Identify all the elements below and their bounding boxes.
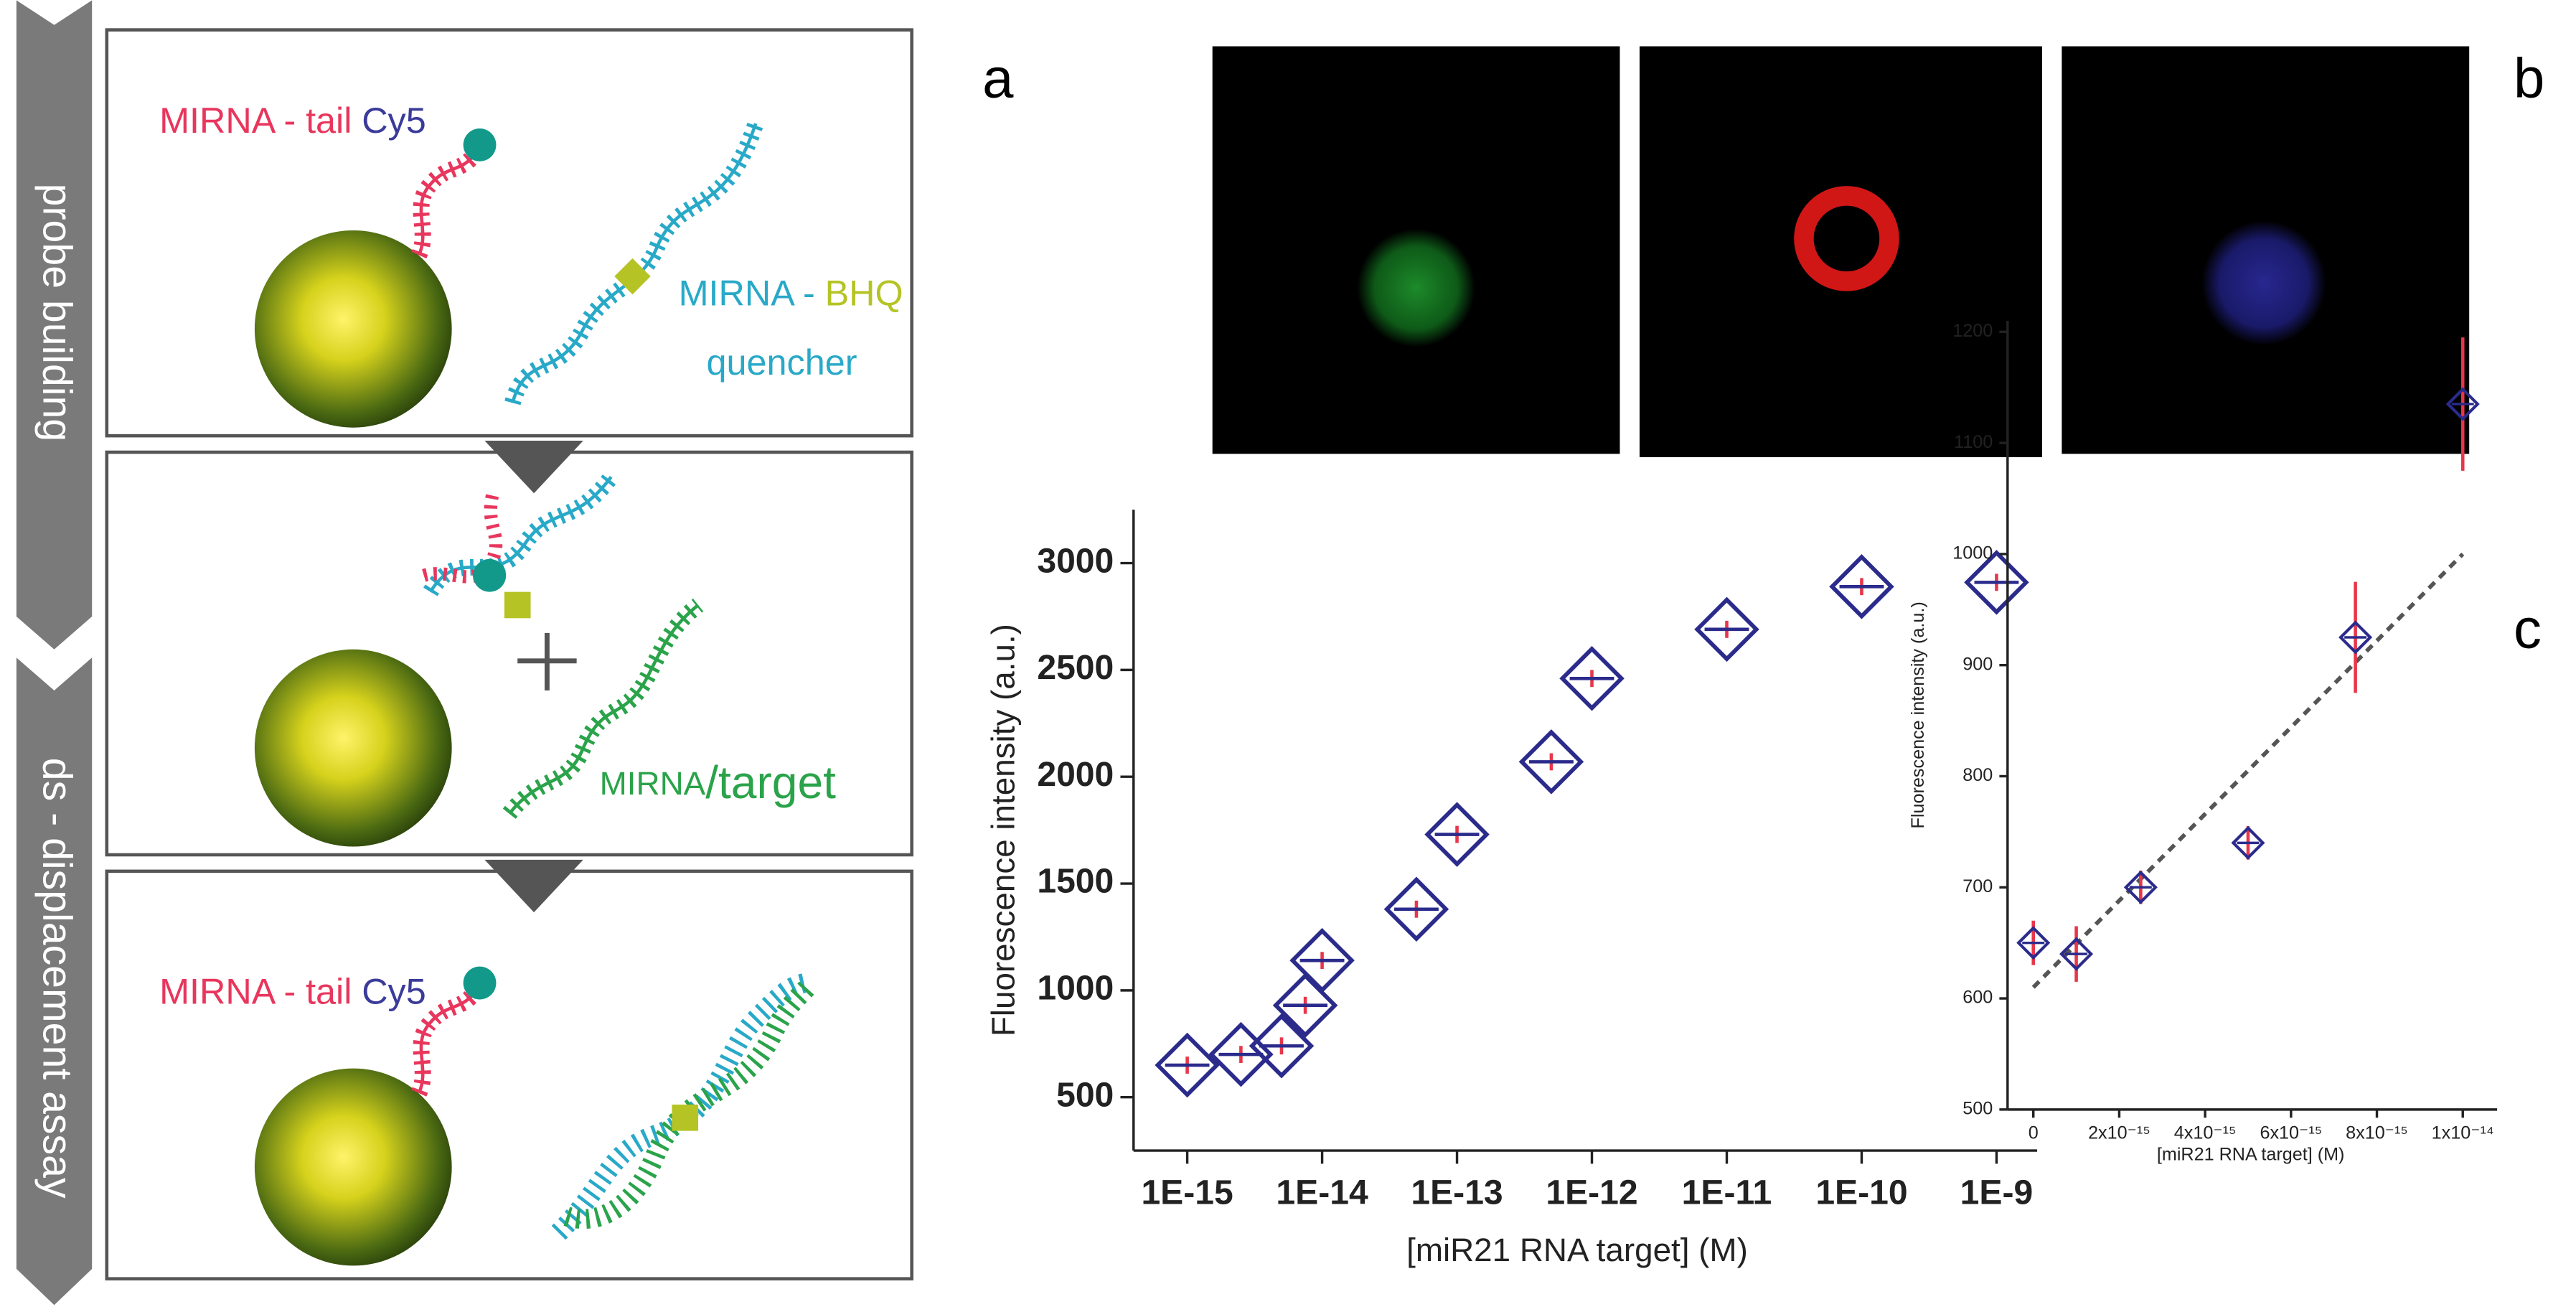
x-tick-label: 1E-9 — [1960, 1173, 2034, 1212]
cy5-dye — [473, 558, 507, 592]
y-tick-label: 800 — [1962, 765, 1993, 785]
y-tick-label: 1000 — [1037, 969, 1114, 1008]
x-tick-label: 1E-15 — [1141, 1173, 1233, 1212]
dna-strand — [417, 988, 478, 1094]
marker — [2338, 620, 2373, 655]
label: MIRNA - — [679, 273, 815, 314]
y-tick-label: 900 — [1962, 654, 1993, 674]
quencher-label: MIRNA - BHQ — [679, 273, 903, 314]
marker — [1694, 596, 1759, 662]
label: MIRNA — [600, 765, 706, 802]
marker — [1272, 973, 1338, 1038]
micrograph — [1639, 46, 2042, 457]
cy5-dye — [463, 966, 497, 1000]
x-tick-label: 0 — [2029, 1123, 2039, 1143]
dna-strand — [417, 150, 478, 256]
x-axis-label: [miR21 RNA target] (M) — [1406, 1232, 1748, 1268]
panel-label: b — [2514, 47, 2544, 109]
y-tick-label: 1200 — [1952, 321, 1993, 341]
step-label: ds - displacement assay — [34, 758, 80, 1199]
nanoparticle — [254, 230, 452, 428]
y-tick-label: 1100 — [1954, 432, 1993, 452]
y-tick-label: 2000 — [1037, 755, 1114, 794]
nanoparticle — [254, 1068, 452, 1266]
marker — [2231, 825, 2265, 860]
y-tick-label: 2500 — [1037, 648, 1114, 687]
step-triangle — [484, 441, 583, 494]
cell-signal — [2201, 220, 2326, 346]
plus — [517, 632, 577, 691]
x-tick-label: 1E-12 — [1546, 1173, 1637, 1212]
target-label: MIRNA/target — [600, 756, 836, 808]
label: tail — [306, 971, 352, 1012]
label: MIRNA - — [159, 100, 296, 141]
marker — [1518, 729, 1584, 795]
marker — [1249, 1013, 1315, 1079]
y-tick-label: 3000 — [1037, 541, 1114, 580]
cell-signal — [1794, 186, 1899, 291]
bhq-quencher — [504, 591, 531, 619]
x-tick-label: 1E-14 — [1276, 1173, 1368, 1212]
marker — [2016, 926, 2051, 960]
bhq-quencher — [672, 1104, 699, 1131]
dna-strand — [428, 476, 613, 593]
label: /target — [705, 756, 836, 808]
bhq-quencher — [614, 258, 651, 295]
y-tick-label: 600 — [1962, 988, 1993, 1008]
step-triangle — [484, 859, 583, 913]
probe-label: MIRNA - tail Cy5 — [159, 971, 426, 1012]
x-tick-label: 4x10⁻¹⁵ — [2174, 1123, 2237, 1143]
y-tick-label: 1000 — [1952, 543, 1993, 563]
step-box — [105, 28, 913, 438]
marker — [2059, 937, 2094, 971]
x-tick-label: 1E-11 — [1682, 1173, 1772, 1212]
label: tail — [306, 100, 352, 141]
step-box — [105, 869, 913, 1280]
cell-signal — [1357, 228, 1476, 347]
marker — [1289, 927, 1355, 993]
marker — [2123, 870, 2158, 904]
y-axis-label: Fluorescence intensity (a.u.) — [984, 624, 1021, 1036]
nanoparticle — [254, 649, 452, 847]
x-tick-label: 1E-13 — [1411, 1173, 1503, 1212]
marker — [1424, 802, 1490, 867]
step-label: probe building — [34, 184, 80, 442]
label: MIRNA - — [159, 971, 296, 1012]
x-tick-label: 6x10⁻¹⁵ — [2260, 1123, 2322, 1143]
step-arrow — [16, 657, 93, 1306]
y-tick-label: 500 — [1962, 1099, 1993, 1119]
y-tick-label: 500 — [1056, 1075, 1114, 1114]
panel-label: c — [2514, 598, 2542, 660]
step-arrow — [16, 0, 93, 650]
x-tick-label: 1x10⁻¹⁴ — [2432, 1123, 2494, 1143]
marker — [1829, 554, 1894, 619]
cy5-dye — [463, 128, 497, 161]
x-tick-label: 1E-10 — [1815, 1173, 1907, 1212]
label: Cy5 — [362, 100, 426, 141]
trend-line — [2031, 552, 2465, 989]
y-tick-label: 700 — [1962, 876, 1993, 896]
dna-strand — [563, 980, 817, 1229]
marker — [1964, 550, 2029, 615]
label: Cy5 — [362, 971, 426, 1012]
y-axis-label: Fluorescence intensity (a.u.) — [1908, 601, 1928, 828]
y-tick-label: 1500 — [1037, 862, 1114, 901]
marker — [1383, 876, 1449, 942]
marker — [2445, 387, 2480, 421]
marker — [1559, 646, 1625, 711]
quencher-label: quencher — [707, 342, 857, 383]
label: BHQ — [825, 273, 903, 314]
x-tick-label: 8x10⁻¹⁵ — [2346, 1123, 2408, 1143]
marker — [1155, 1032, 1220, 1098]
dna-strand — [507, 604, 700, 815]
x-axis-label: [miR21 RNA target] (M) — [2157, 1145, 2345, 1165]
panel-label: a — [982, 47, 1014, 109]
x-tick-label: 2x10⁻¹⁵ — [2088, 1123, 2150, 1143]
probe-label: MIRNA - tail Cy5 — [159, 100, 426, 141]
step-box — [105, 450, 913, 857]
dna-strand — [422, 492, 503, 584]
